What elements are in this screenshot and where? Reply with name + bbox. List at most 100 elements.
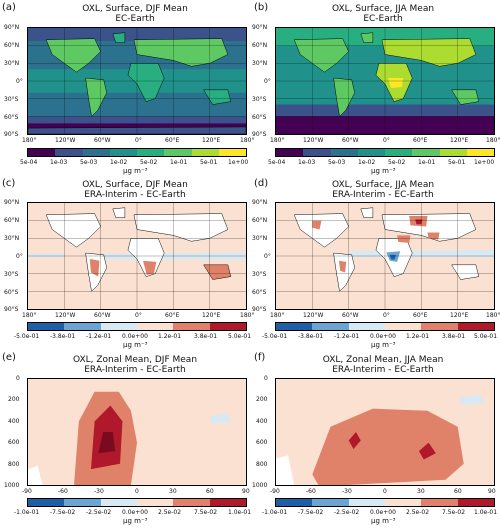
cb-tick: 1.0e-01 — [474, 509, 498, 516]
cb-tick: 1e-01 — [418, 159, 436, 166]
lon-tick: 60°W — [94, 312, 111, 319]
lat-tick: 90°S — [252, 131, 267, 138]
lat-tick: 60°N — [252, 217, 268, 224]
cb-tick: 1e-02 — [358, 159, 376, 166]
colorbar-c — [27, 322, 247, 331]
panel-title-line2: EC-Earth — [363, 14, 403, 24]
colorbar-segment — [457, 323, 494, 330]
colorbar-segment — [28, 149, 56, 156]
colorbar-segment — [136, 499, 174, 506]
panel-label: (f) — [254, 352, 266, 363]
cb-tick: -3.8e-01 — [298, 333, 324, 340]
lat-tick: 90°S — [4, 131, 19, 138]
panel-label: (d) — [254, 178, 269, 189]
cb-tick: 5.0e-01 — [228, 333, 252, 340]
cb-tick: 5e-03 — [328, 159, 346, 166]
lon-tick: 180° — [240, 137, 255, 144]
cb-tick: -1.2e-01 — [86, 333, 112, 340]
colorbar-segment — [100, 499, 137, 506]
y-tick: 1000 — [4, 482, 20, 489]
lat-tick: 0° — [16, 253, 23, 260]
x-tick: -90 — [22, 488, 32, 495]
x-tick: 90 — [242, 488, 250, 495]
cb-tick: -1.2e-01 — [334, 333, 360, 340]
cb-tick: 1.2e-01 — [406, 333, 430, 340]
cb-tick: 0.0e+00 — [122, 333, 148, 340]
lat-tick: 0° — [264, 78, 271, 85]
lon-tick: 60°E — [413, 137, 428, 144]
cb-tick: -2.5e-02 — [334, 509, 360, 516]
zonal-plot-e — [27, 378, 247, 486]
colorbar-segment — [276, 323, 313, 330]
panel-title-line1: OXL, Zonal Mean, JJA Mean — [322, 355, 444, 365]
colorbar-segment — [209, 499, 246, 506]
cb-tick: -1.0e-01 — [14, 509, 40, 516]
lon-tick: 60°W — [342, 312, 359, 319]
lat-tick: 90°S — [252, 306, 267, 313]
cb-tick: 3.8e-01 — [442, 333, 466, 340]
colorbar-segment — [303, 149, 331, 156]
lat-tick: 30°N — [252, 235, 268, 242]
lon-tick: 120°W — [303, 137, 324, 144]
panel-title-line2: ERA-Interim - EC-Earth — [84, 190, 186, 200]
zonal-svg-f — [276, 379, 494, 485]
lon-tick: 0° — [383, 312, 390, 319]
map-svg-b — [276, 28, 494, 134]
cb-tick: 3.8e-01 — [194, 333, 218, 340]
cb-tick: 5.0e-01 — [474, 333, 498, 340]
x-tick: -60 — [306, 488, 316, 495]
lat-tick: 30°S — [252, 271, 267, 278]
y-tick: 1000 — [252, 482, 268, 489]
colorbar-unit: μg m⁻³ — [371, 517, 396, 525]
lon-tick: 120°E — [202, 137, 221, 144]
colorbar-segment — [173, 323, 210, 330]
panel-title-line1: OXL, Surface, DJF Mean — [82, 180, 188, 190]
lon-tick: 120°E — [450, 312, 469, 319]
colorbar-segment — [384, 499, 422, 506]
lon-tick: 120°E — [202, 312, 221, 319]
colorbar-segment — [164, 149, 192, 156]
colorbar-segment — [384, 323, 422, 330]
lat-tick: 30°N — [4, 235, 20, 242]
cb-tick: -1.0e-01 — [262, 509, 288, 516]
colorbar-a — [27, 148, 247, 157]
colorbar-segment — [348, 499, 385, 506]
lon-tick: 180° — [270, 312, 285, 319]
cb-tick: 1e-03 — [298, 159, 316, 166]
cb-tick: 5e-01 — [200, 159, 218, 166]
panel-title-line2: ERA-Interim - EC-Earth — [84, 365, 186, 375]
lon-tick: 60°E — [165, 137, 180, 144]
x-tick: 60 — [206, 488, 214, 495]
colorbar-unit: μg m⁻³ — [123, 167, 148, 175]
lat-tick: 30°S — [252, 96, 267, 103]
colorbar-segment — [439, 149, 467, 156]
cb-tick: 5e-04 — [268, 159, 286, 166]
cb-tick: 1e-01 — [170, 159, 188, 166]
x-tick: 30 — [417, 488, 425, 495]
panel-label: (e) — [2, 352, 16, 363]
map-svg-c — [28, 203, 246, 309]
colorbar-b — [275, 148, 495, 157]
cb-tick: -5.0e-01 — [262, 333, 288, 340]
cb-tick: 1e-03 — [50, 159, 68, 166]
map-plot-c — [27, 202, 247, 310]
lon-tick: 120°W — [303, 312, 324, 319]
cb-tick: -3.8e-01 — [50, 333, 76, 340]
lon-tick: 60°W — [342, 137, 359, 144]
y-tick: 800 — [8, 461, 20, 468]
lon-tick: 120°W — [55, 137, 76, 144]
colorbar-segment — [136, 323, 174, 330]
colorbar-segment — [64, 323, 101, 330]
panel-title-line1: OXL, Zonal Mean, DJF Mean — [72, 355, 198, 365]
panel-title-line1: OXL, Surface, JJA Mean — [331, 180, 435, 190]
cb-tick: -7.5e-02 — [50, 509, 76, 516]
colorbar-segment — [357, 149, 385, 156]
colorbar-segment — [457, 499, 494, 506]
panel-title-line1: OXL, Surface, DJF Mean — [82, 4, 188, 14]
colorbar-unit: μg m⁻³ — [123, 517, 148, 525]
lon-tick: 60°E — [413, 312, 428, 319]
y-tick: 400 — [256, 418, 268, 425]
cb-tick: 2.5e-02 — [158, 509, 182, 516]
cb-tick: -7.5e-02 — [298, 509, 324, 516]
colorbar-segment — [276, 499, 313, 506]
